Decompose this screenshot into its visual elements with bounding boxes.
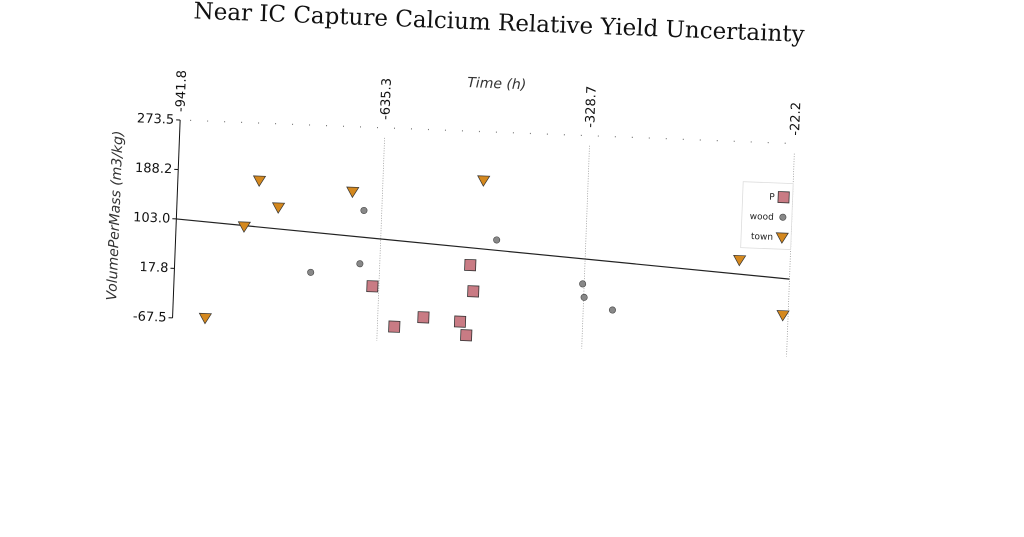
axes-layer: -941.8 -635.3 -328.7 -22.2 273.5 188.2 103.0 17… (129, 68, 805, 349)
x-grid-line (582, 146, 590, 349)
legend-label-P: P (769, 193, 775, 203)
point-wood (579, 281, 586, 288)
point-town (272, 203, 284, 214)
x-tick-label: -941.8 (173, 70, 190, 112)
legend-marker-P (778, 192, 789, 203)
legend-label-town: town (751, 232, 773, 243)
x-axis-label: Time (h) (467, 75, 527, 93)
point-P (367, 281, 378, 292)
point-town (477, 176, 489, 187)
chart-title: Near IC Capture Calcium Relative Yield U… (193, 0, 805, 48)
point-wood (581, 294, 588, 301)
point-P (465, 259, 476, 270)
point-wood (493, 237, 500, 244)
x-axis-line (190, 120, 795, 143)
y-axis-label: VolumePerMass (m3/kg) (104, 130, 127, 301)
point-town (777, 310, 789, 321)
trend-layer (175, 219, 791, 279)
point-wood (609, 307, 616, 314)
y-tick-label: 17.8 (139, 260, 169, 276)
y-tick-label: -67.5 (133, 309, 167, 325)
grid-layer (377, 138, 795, 357)
x-tick-label: -22.2 (788, 102, 804, 136)
legend-label-wood: wood (750, 212, 774, 223)
point-P (468, 286, 479, 297)
x-tick-label: -635.3 (378, 78, 395, 120)
trend-line (175, 219, 791, 279)
point-wood (361, 207, 368, 214)
point-town (238, 222, 250, 233)
point-wood (357, 260, 364, 267)
legend-marker-wood (780, 214, 787, 221)
y-tick-label: 273.5 (137, 111, 175, 127)
point-P (389, 321, 400, 332)
point-P (461, 330, 472, 341)
point-wood (307, 269, 314, 276)
y-tick-label: 103.0 (133, 210, 171, 226)
point-town (253, 176, 265, 187)
x-tick-label: -328.7 (583, 86, 600, 128)
marks-layer (199, 165, 794, 353)
point-P (418, 312, 429, 323)
point-town (199, 313, 211, 324)
point-P (454, 316, 465, 327)
y-tick-label: 188.2 (135, 161, 173, 177)
point-town (346, 187, 358, 198)
point-town (733, 255, 745, 266)
